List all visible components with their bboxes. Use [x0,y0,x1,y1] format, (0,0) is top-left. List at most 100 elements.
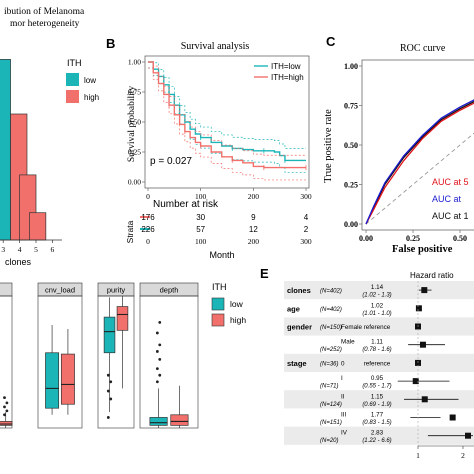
risk-high-2: 9 [251,213,256,222]
forest-var-label: age [287,304,300,313]
outlier-point [155,331,159,335]
facet-label-1: cnv_load [45,286,75,295]
panel-b-curves [148,61,307,181]
panel-c-curves [365,99,474,225]
x-tick-label: 100 [195,192,207,201]
forest-var-label: clones [287,286,311,295]
forest-n-label: (N=150) [320,325,342,331]
facet-strip-0 [0,282,13,297]
forest-level-label: 0 [341,360,345,367]
y-tick-label: 1.00 [128,58,141,67]
panel-a-legend-label-low: low [84,76,96,85]
y-tick-label: 0.50 [344,141,358,150]
forest-point [421,287,428,294]
forest-level-label: III [341,412,346,419]
forest-estimate: 1.15 [371,393,384,400]
forest-var-label: gender [287,323,312,332]
panel-c-y-label: True positive rate [323,109,334,183]
y-tick-label: 0.75 [128,88,141,97]
ci-lower-1 [148,67,306,181]
y-tick-label: 0.25 [128,148,141,157]
box-3-low [149,417,168,426]
panel-c-title: ROC curve [400,43,446,54]
facet-frame-0 [0,295,13,429]
forest-level-label: I [341,375,343,382]
x-tick-label: 3 [1,245,5,254]
forest-ci: (1.02 - 1.3) [362,293,391,299]
panel-e-rows: clones (N=402) 1.14 (1.02 - 1.3) age (N=402) 1… [284,281,474,445]
panel-a: ibution of Melanoma mor heterogeneity 3 4… [0,6,99,267]
panel-a-legend-key-low [66,73,79,86]
forest-ci: (1.01 - 1.0) [362,311,391,317]
forest-point [421,396,428,403]
forest-n-label: (N=151) [320,420,342,426]
y-tick-label: 0.25 [344,181,358,190]
panel-b-risk-x-label: Month [209,250,234,260]
panel-e: E Hazard ratio clones (N=402) 1.14 (1.02 - … [260,266,474,460]
panel-c-reference-diagonal [365,132,474,225]
panel-a-x-ticks: 3 4 5 6 [1,240,55,254]
forest-n-label: (N=71) [320,384,339,390]
risk-high-3: 4 [304,213,309,222]
panel-a-legend: ITH low high [66,58,99,103]
risk-low-2: 12 [249,225,258,234]
forest-estimate: 1.77 [371,412,384,419]
panel-d-legend: ITH low high [211,282,246,327]
forest-point [412,378,419,385]
survival-curve-1 [148,61,306,169]
roc-curve-2 [365,99,474,225]
forest-level-label: Male [341,339,355,346]
panel-c-plot-frame [361,59,474,231]
facet-frame-3 [139,295,199,429]
forest-row-stripe [284,317,474,336]
forest-ci: (0.83 - 1.5) [362,420,391,426]
panel-a-x-label: clones [5,257,32,267]
panel-e-letter: E [260,266,269,281]
panel-a-bars [0,59,47,241]
panel-c-letter: C [326,34,336,49]
y-tick-label: 0.00 [344,220,358,229]
panel-d-legend-key-low [211,297,225,311]
facet-label-2: purity [107,286,126,295]
risk-low-1: 57 [196,225,205,234]
x-tick-label: 300 [300,192,312,201]
panel-b-legend: ITH=low ITH=high [254,62,304,82]
forest-level-label: Female [341,324,362,331]
risk-low-0: 226 [141,225,155,234]
box-2-high [116,306,129,331]
outlier-point [106,389,110,393]
roc-curve-0 [365,100,474,225]
forest-row-stripe [284,390,474,409]
x-tick-label: 6 [51,245,55,254]
outlier-point [158,357,162,361]
forest-estimate: reference [364,324,391,331]
outlier-point [3,413,6,417]
outlier-point [158,343,162,347]
outlier-point [106,416,110,419]
panel-c-x-ticks: 0.00 0.25 0.50 [359,230,467,243]
panel-b-x-ticks: 0 100 200 300 [146,188,312,201]
panel-c-x-label: False positive [392,244,453,255]
x-tick-label: 0 [146,192,150,201]
panel-b-risk-title: Number at risk [153,199,219,210]
forest-row-stripe [284,353,474,372]
box-0-high [0,421,13,426]
x-tick-label: 1 [416,451,420,460]
panel-b-legend-label-high: ITH=high [271,73,304,82]
forest-var-label: stage [287,359,307,368]
risk-x-tick-label: 300 [300,237,312,246]
panel-c-legend-auc-3: AUC at 1 [432,211,469,221]
outlier-point [3,405,6,409]
forest-n-label: (N=402) [320,289,342,295]
forest-estimate: 1.11 [371,339,383,346]
forest-n-label: (N=124) [320,402,342,408]
panel-c-legend-auc-1: AUC at 5 [432,177,469,187]
panel-b-letter: B [106,36,115,51]
x-tick-label: 0.25 [406,234,420,243]
x-tick-label: 0.00 [359,234,373,243]
risk-high-1: 30 [196,213,205,222]
forest-point [415,305,422,312]
